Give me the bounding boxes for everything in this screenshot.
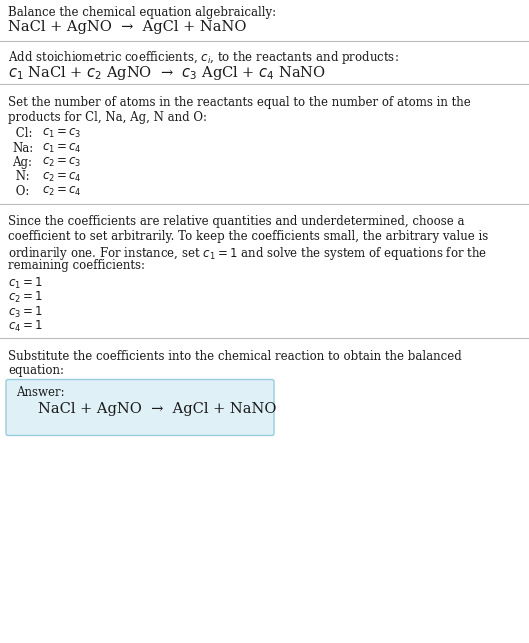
Text: products for Cl, Na, Ag, N and O:: products for Cl, Na, Ag, N and O: bbox=[8, 111, 207, 123]
Text: N:: N: bbox=[12, 170, 30, 183]
Text: Na:: Na: bbox=[12, 141, 33, 154]
Text: O:: O: bbox=[12, 185, 30, 198]
Text: NaCl + AgNO  →  AgCl + NaNO: NaCl + AgNO → AgCl + NaNO bbox=[38, 403, 277, 417]
Text: $c_4 = 1$: $c_4 = 1$ bbox=[8, 319, 43, 334]
Text: Cl:: Cl: bbox=[12, 127, 32, 140]
Text: Add stoichiometric coefficients, $c_i$, to the reactants and products:: Add stoichiometric coefficients, $c_i$, … bbox=[8, 50, 399, 66]
Text: remaining coefficients:: remaining coefficients: bbox=[8, 259, 145, 272]
Text: $c_1 = c_4$: $c_1 = c_4$ bbox=[42, 141, 81, 154]
Text: $c_2 = 1$: $c_2 = 1$ bbox=[8, 290, 43, 305]
Text: Ag:: Ag: bbox=[12, 156, 32, 169]
Text: Since the coefficients are relative quantities and underdetermined, choose a: Since the coefficients are relative quan… bbox=[8, 215, 464, 228]
Text: $c_1$ NaCl + $c_2$ AgNO  →  $c_3$ AgCl + $c_4$ NaNO: $c_1$ NaCl + $c_2$ AgNO → $c_3$ AgCl + $… bbox=[8, 64, 326, 82]
Text: $c_3 = 1$: $c_3 = 1$ bbox=[8, 305, 43, 320]
Text: equation:: equation: bbox=[8, 364, 64, 377]
Text: Substitute the coefficients into the chemical reaction to obtain the balanced: Substitute the coefficients into the che… bbox=[8, 350, 462, 363]
Text: $c_2 = c_4$: $c_2 = c_4$ bbox=[42, 170, 81, 184]
Text: Balance the chemical equation algebraically:: Balance the chemical equation algebraica… bbox=[8, 6, 276, 19]
Text: ordinarily one. For instance, set $c_1 = 1$ and solve the system of equations fo: ordinarily one. For instance, set $c_1 =… bbox=[8, 244, 487, 262]
FancyBboxPatch shape bbox=[6, 379, 274, 435]
Text: coefficient to set arbitrarily. To keep the coefficients small, the arbitrary va: coefficient to set arbitrarily. To keep … bbox=[8, 230, 488, 243]
Text: Set the number of atoms in the reactants equal to the number of atoms in the: Set the number of atoms in the reactants… bbox=[8, 96, 471, 109]
Text: Answer:: Answer: bbox=[16, 386, 65, 399]
Text: NaCl + AgNO  →  AgCl + NaNO: NaCl + AgNO → AgCl + NaNO bbox=[8, 21, 247, 35]
Text: $c_2 = c_3$: $c_2 = c_3$ bbox=[42, 156, 81, 169]
Text: $c_2 = c_4$: $c_2 = c_4$ bbox=[42, 185, 81, 198]
Text: $c_1 = 1$: $c_1 = 1$ bbox=[8, 275, 43, 291]
Text: $c_1 = c_3$: $c_1 = c_3$ bbox=[42, 127, 81, 140]
